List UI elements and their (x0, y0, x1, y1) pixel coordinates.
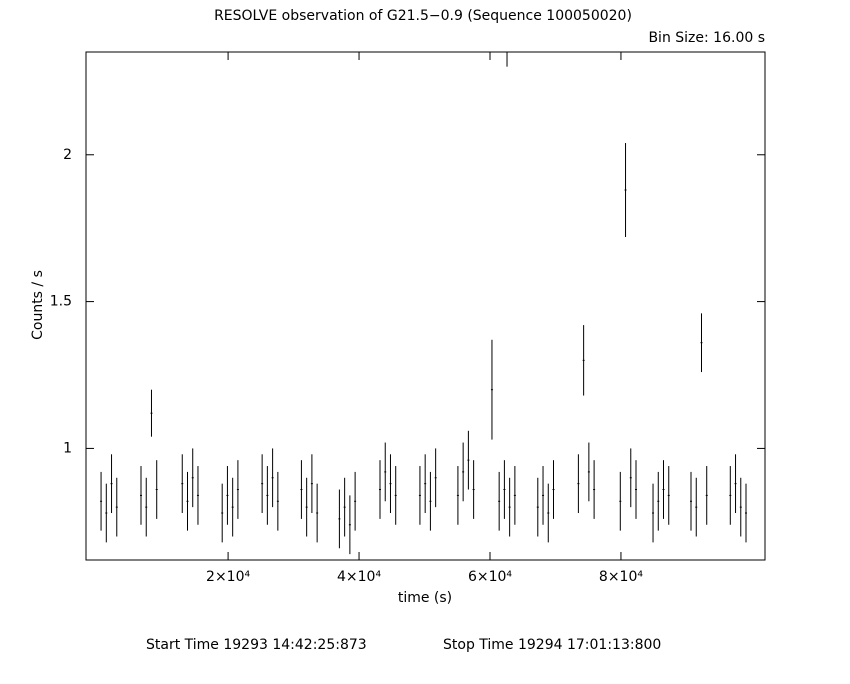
data-point (467, 430, 470, 490)
data-point (629, 448, 632, 508)
data-point (221, 483, 224, 543)
data-point (348, 495, 351, 555)
data-point (276, 471, 279, 531)
x-tick-label: 4×10⁴ (337, 569, 381, 585)
data-point (140, 466, 143, 525)
data-point (316, 483, 319, 543)
data-point (695, 477, 698, 537)
data-point (310, 454, 313, 514)
x-tick-label: 2×10⁴ (206, 569, 250, 585)
data-point (690, 471, 693, 531)
x-axis-label: time (s) (398, 590, 452, 606)
data-point (191, 448, 194, 508)
data-point (115, 477, 118, 537)
data-point (490, 339, 493, 440)
data-point (508, 477, 511, 537)
data-point (110, 454, 113, 514)
y-tick-label: 1.5 (50, 294, 72, 310)
y-axis-label: Counts / s (30, 270, 46, 340)
data-point (456, 466, 459, 525)
data-point (100, 471, 103, 531)
data-layer (100, 52, 748, 555)
data-point (552, 460, 555, 519)
data-point (729, 466, 732, 525)
data-point (105, 483, 108, 543)
stop-time: Stop Time 19294 17:01:13:800 (443, 637, 661, 653)
data-point (150, 389, 153, 437)
data-point (657, 471, 660, 531)
chart-title: RESOLVE observation of G21.5−0.9 (Sequen… (214, 8, 632, 24)
data-point (745, 483, 748, 543)
bin-size: Bin Size: 16.00 s (648, 30, 765, 46)
data-point (305, 477, 308, 537)
data-point (593, 460, 596, 519)
data-point (354, 471, 357, 531)
data-point (536, 477, 539, 537)
x-tick-label: 8×10⁴ (599, 569, 643, 585)
data-point (547, 483, 550, 543)
data-point (389, 454, 392, 514)
data-point (513, 466, 516, 525)
data-point (394, 466, 397, 525)
data-point (384, 442, 387, 502)
data-point (506, 52, 508, 67)
data-point (700, 313, 703, 373)
data-point (462, 442, 465, 502)
data-point (271, 448, 274, 508)
data-point (429, 471, 432, 531)
data-point (542, 466, 545, 525)
data-point (619, 471, 622, 531)
x-tick-label: 6×10⁴ (468, 569, 512, 585)
data-point (261, 454, 264, 514)
data-point (181, 454, 184, 514)
data-point (343, 477, 346, 537)
data-point (266, 466, 269, 525)
data-point (236, 460, 239, 519)
data-point (624, 143, 627, 237)
start-time: Start Time 19293 14:42:25:873 (146, 637, 367, 653)
data-point (503, 460, 506, 519)
data-point (577, 454, 580, 514)
data-point (231, 477, 234, 537)
data-point (667, 466, 670, 525)
y-tick-label: 1 (63, 440, 72, 456)
data-point (498, 471, 501, 531)
data-point (635, 460, 638, 519)
data-point (300, 460, 303, 519)
data-point (378, 460, 381, 519)
data-point (472, 460, 475, 519)
data-point (652, 483, 655, 543)
data-point (587, 442, 590, 502)
data-point (418, 466, 421, 525)
data-point (705, 466, 708, 525)
data-point (338, 489, 341, 549)
data-point (186, 471, 189, 531)
data-point (226, 466, 229, 525)
data-point (196, 466, 199, 525)
data-point (424, 454, 427, 514)
data-point (662, 460, 665, 519)
data-point (434, 448, 437, 508)
data-point (582, 325, 585, 396)
data-point (155, 460, 158, 519)
data-point (739, 477, 742, 537)
y-tick-label: 2 (63, 147, 72, 163)
data-point (734, 454, 737, 514)
plot-frame (85, 51, 766, 561)
data-point (145, 477, 148, 537)
